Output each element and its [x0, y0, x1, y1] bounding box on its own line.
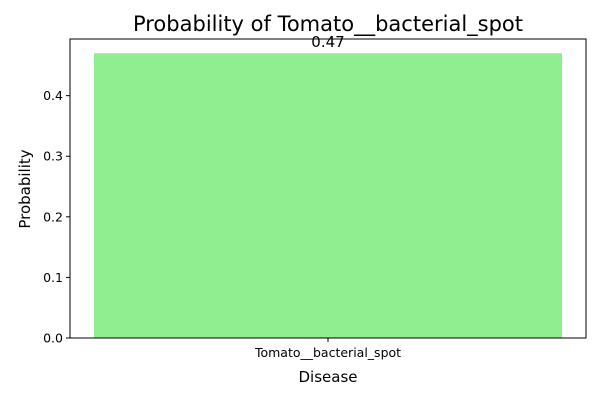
- bar: [94, 53, 562, 338]
- x-axis-label: Disease: [299, 368, 358, 386]
- chart-title: Probability of Tomato__bacterial_spot: [133, 12, 523, 37]
- y-axis-label: Probability: [16, 149, 34, 228]
- y-tick-label: 0.3: [43, 149, 63, 164]
- y-tick-label: 0.0: [43, 331, 63, 346]
- x-tick-label: Tomato__bacterial_spot: [254, 345, 401, 360]
- y-tick-label: 0.4: [43, 88, 63, 103]
- y-tick-label: 0.2: [43, 209, 63, 224]
- y-tick-label: 0.1: [43, 270, 63, 285]
- plot-frame: [69, 38, 587, 339]
- plot-area: 0.0 0.1 0.2 0.3 0.4 0.47 Tomato__bacterial_spo…: [43, 33, 562, 360]
- bar-value-label: 0.47: [311, 33, 344, 51]
